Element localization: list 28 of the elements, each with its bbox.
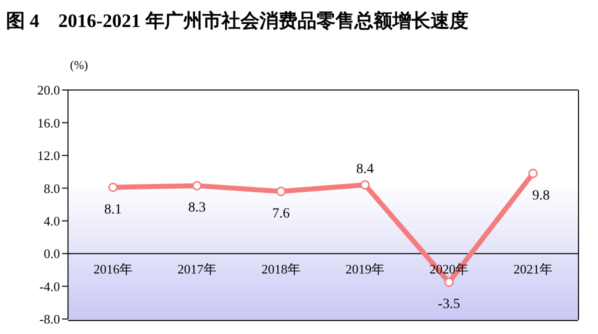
y-tick-label: 0.0 — [44, 246, 60, 262]
data-label: 8.3 — [188, 200, 206, 216]
point — [444, 277, 454, 287]
x-tick-label: 2021年 — [514, 261, 552, 276]
x-tick-label: 2018年 — [262, 261, 300, 276]
y-tick-label: 8.0 — [44, 180, 60, 196]
x-tick-label: 2016年 — [94, 261, 132, 276]
point — [276, 186, 286, 196]
point — [360, 180, 370, 190]
x-tick-label: 2020年 — [430, 261, 468, 276]
data-label: 7.6 — [272, 206, 290, 222]
x-tick-label: 2019年 — [346, 261, 384, 276]
point — [108, 182, 118, 192]
point — [192, 180, 202, 190]
data-label: 9.8 — [532, 188, 550, 204]
y-tick-label: 20.0 — [37, 82, 60, 98]
data-label: 8.1 — [104, 202, 122, 218]
y-tick-label: 12.0 — [37, 148, 60, 164]
y-tick-label: 4.0 — [44, 213, 60, 228]
point — [528, 168, 538, 178]
y-tick-label: -4.0 — [39, 278, 60, 294]
y-axis-title: (%) — [70, 58, 88, 73]
data-label: 8.4 — [356, 162, 374, 177]
x-tick-label: 2017年 — [178, 261, 216, 276]
y-tick-label: -8.0 — [39, 312, 60, 327]
data-label: -3.5 — [438, 297, 460, 312]
chart-title: 图 4 2016-2021 年广州市社会消费品零售总额增长速度 — [6, 10, 468, 34]
y-tick-label: 16.0 — [37, 115, 60, 130]
